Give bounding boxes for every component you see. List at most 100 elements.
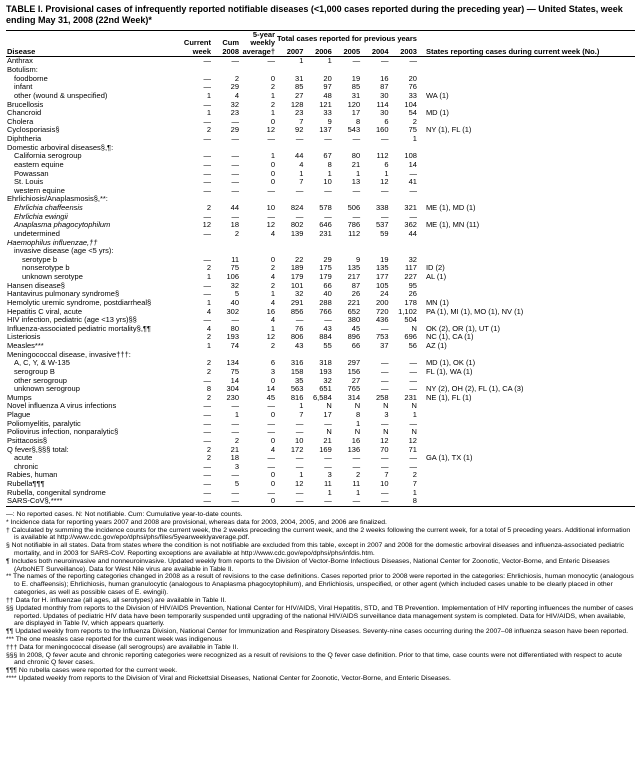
table-row: eastern equine——04821614 bbox=[6, 161, 635, 170]
states-cell: ME (1), MN (11) bbox=[418, 221, 635, 230]
states-cell: MD (1) bbox=[418, 109, 635, 118]
value-cell: — bbox=[361, 497, 389, 506]
value-cell: 37 bbox=[361, 342, 389, 351]
value-cell: — bbox=[390, 187, 418, 196]
states-cell bbox=[418, 290, 635, 299]
states-cell: AL (1) bbox=[418, 273, 635, 282]
footnote-line: —: No reported cases. N: Not notifiable.… bbox=[6, 511, 635, 519]
table-row: Chancroid12312333173054MD (1) bbox=[6, 109, 635, 118]
states-cell bbox=[418, 497, 635, 506]
value-cell: — bbox=[361, 135, 389, 144]
table-row: unknown serotype11064179179217177227AL (… bbox=[6, 273, 635, 282]
value-cell: — bbox=[276, 135, 304, 144]
value-cell: 66 bbox=[333, 342, 361, 351]
value-cell: — bbox=[240, 187, 276, 196]
states-cell: FL (1), WA (1) bbox=[418, 368, 635, 377]
hdr-2004: 2004 bbox=[361, 44, 389, 57]
value-cell: — bbox=[180, 135, 212, 144]
table-row: Cyclosporiasis§229129213754316075NY (1),… bbox=[6, 126, 635, 135]
value-cell bbox=[212, 239, 240, 248]
states-cell bbox=[418, 144, 635, 153]
states-cell bbox=[418, 152, 635, 161]
table-row: California serogroup——1446780112108 bbox=[6, 152, 635, 161]
states-cell bbox=[418, 463, 635, 472]
table-row: Q fever§,§§§ total:22141721691367071 bbox=[6, 446, 635, 455]
table-row: Ehrlichia chaffeensis2441082457850633832… bbox=[6, 204, 635, 213]
states-cell: GA (1), TX (1) bbox=[418, 454, 635, 463]
value-cell: 44 bbox=[390, 230, 418, 239]
value-cell: — bbox=[180, 187, 212, 196]
table-row: Plague—10717831 bbox=[6, 411, 635, 420]
value-cell: 1 bbox=[304, 57, 332, 66]
value-cell: — bbox=[390, 57, 418, 66]
table-row: Rubella, congenital syndrome————11—1 bbox=[6, 489, 635, 498]
states-cell: WA (1) bbox=[418, 92, 635, 101]
footnote-line: ¶¶ Updated weekly from reports to the In… bbox=[6, 628, 635, 636]
value-cell: 2 bbox=[240, 342, 276, 351]
table-row: chronic—3—————— bbox=[6, 463, 635, 472]
value-cell: 1 bbox=[276, 57, 304, 66]
value-cell: 74 bbox=[212, 342, 240, 351]
value-cell: — bbox=[361, 57, 389, 66]
table-row: Novel influenza A virus infections———1NN… bbox=[6, 402, 635, 411]
value-cell: — bbox=[212, 497, 240, 506]
value-cell: — bbox=[240, 57, 276, 66]
states-cell bbox=[418, 75, 635, 84]
disease-cell: foodborne bbox=[6, 75, 180, 84]
table-row: Brucellosis—322128121120114104 bbox=[6, 101, 635, 110]
value-cell: — bbox=[333, 187, 361, 196]
states-cell: ID (2) bbox=[418, 264, 635, 273]
states-cell: ME (1), MD (1) bbox=[418, 204, 635, 213]
states-cell bbox=[418, 239, 635, 248]
hdr-disease: Disease bbox=[6, 30, 180, 57]
states-cell bbox=[418, 437, 635, 446]
footnote-line: † Calculated by summing the incidence co… bbox=[6, 527, 635, 543]
states-cell: AZ (1) bbox=[418, 342, 635, 351]
states-cell: NY (1), FL (1) bbox=[418, 126, 635, 135]
value-cell: 2 bbox=[212, 230, 240, 239]
footnote-line: ** The names of the reporting categories… bbox=[6, 573, 635, 596]
footnote-line: ¶ Includes both neuroinvasive and nonneu… bbox=[6, 558, 635, 574]
disease-cell: unknown serogroup bbox=[6, 385, 180, 394]
hdr-cum: Cum 2008 bbox=[212, 30, 240, 57]
value-cell bbox=[180, 239, 212, 248]
table-row: foodborne—203120191620 bbox=[6, 75, 635, 84]
value-cell: — bbox=[304, 497, 332, 506]
hdr-prev-years: Total cases reported for previous years bbox=[276, 30, 418, 43]
table-title: TABLE I. Provisional cases of infrequent… bbox=[6, 4, 635, 26]
value-cell: 112 bbox=[333, 230, 361, 239]
footnote-line: §§§ In 2008, Q fever acute and chronic r… bbox=[6, 652, 635, 668]
states-cell bbox=[418, 187, 635, 196]
hdr-current-week: Current week bbox=[180, 30, 212, 57]
states-cell bbox=[418, 161, 635, 170]
value-cell: — bbox=[333, 135, 361, 144]
value-cell bbox=[333, 239, 361, 248]
table-row: undetermined—241392311125944 bbox=[6, 230, 635, 239]
states-cell bbox=[418, 247, 635, 256]
table-row: Poliovirus infection, nonparalytic§————N… bbox=[6, 428, 635, 437]
value-cell: 0 bbox=[240, 497, 276, 506]
hdr-2005: 2005 bbox=[333, 44, 361, 57]
states-cell bbox=[418, 57, 635, 66]
value-cell bbox=[304, 239, 332, 248]
states-cell bbox=[418, 230, 635, 239]
states-cell bbox=[418, 480, 635, 489]
states-cell bbox=[418, 420, 635, 429]
table-row: Powassan——01111— bbox=[6, 170, 635, 179]
value-cell bbox=[361, 239, 389, 248]
value-cell: 8 bbox=[390, 497, 418, 506]
states-cell bbox=[418, 471, 635, 480]
states-cell bbox=[418, 411, 635, 420]
table-row: SARS-CoV§,****——0————8 bbox=[6, 497, 635, 506]
value-cell: — bbox=[212, 187, 240, 196]
table-row: Rabies, human——013272 bbox=[6, 471, 635, 480]
table-row: serogroup B2753158193156——FL (1), WA (1) bbox=[6, 368, 635, 377]
disease-cell: SARS-CoV§,**** bbox=[6, 497, 180, 506]
states-cell bbox=[418, 66, 635, 75]
hdr-5yr: 5-year weekly average† bbox=[240, 30, 276, 57]
footnote-line: §§ Updated monthly from reports to the D… bbox=[6, 605, 635, 628]
states-cell bbox=[418, 428, 635, 437]
value-cell: — bbox=[180, 57, 212, 66]
table-row: invasive disease (age <5 yrs): bbox=[6, 247, 635, 256]
value-cell: 1 bbox=[390, 135, 418, 144]
